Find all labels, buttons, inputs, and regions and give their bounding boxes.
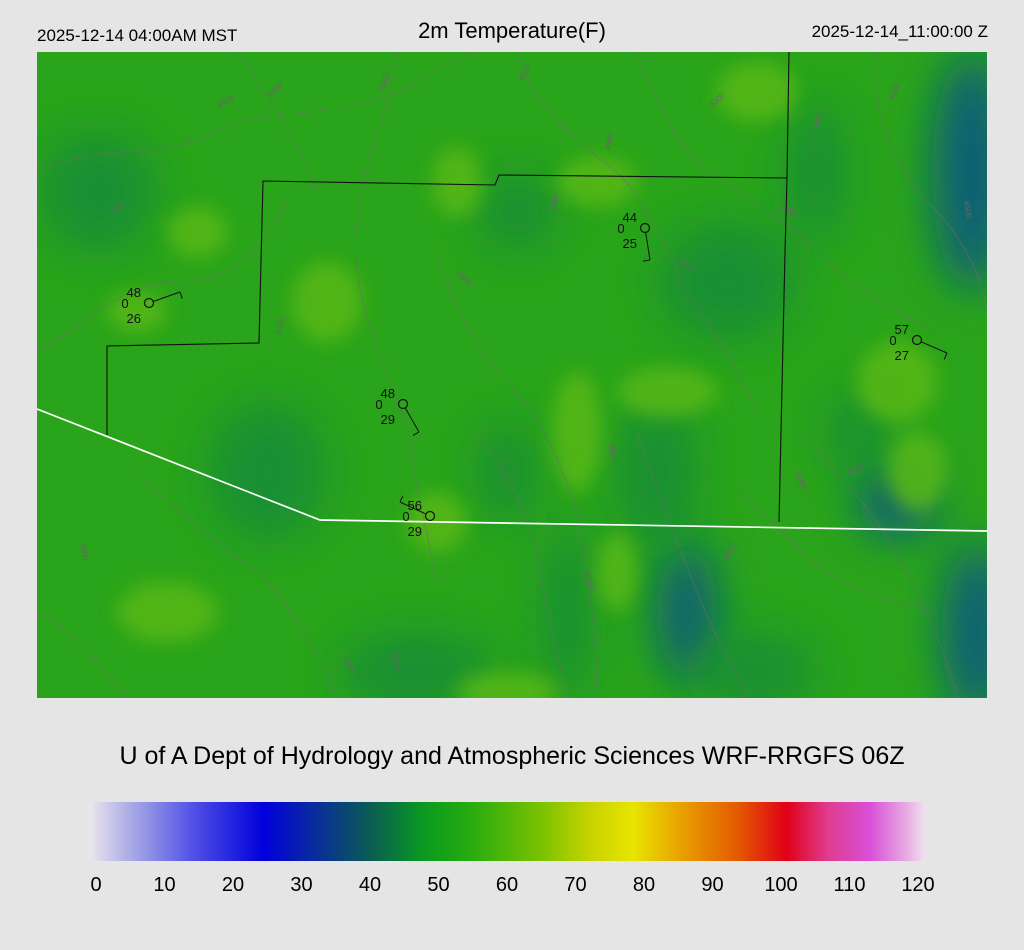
contour-label: 4000 — [78, 542, 90, 562]
wind-barb-flag — [412, 431, 420, 436]
valid-time-utc: 2025-12-14_11:00:00 Z — [811, 22, 988, 41]
colorbar-tick-label: 30 — [290, 874, 313, 896]
station-dewpoint: 26 — [127, 311, 141, 326]
warm-areas — [107, 62, 947, 698]
station-code: 0 — [889, 333, 896, 348]
colorbar-tick-label: 0 — [90, 874, 102, 896]
colorbar-tick-label: 70 — [564, 874, 587, 896]
colorbar-tick-label: 100 — [764, 874, 798, 896]
colorbar-tick-label: 80 — [632, 874, 656, 896]
valid-time-local: 2025-12-14 04:00AM MST — [37, 26, 238, 45]
county-boundaries — [106, 52, 790, 523]
wind-barb-flag — [399, 495, 404, 503]
station-temperature: 44 — [623, 210, 637, 225]
station-code: 0 — [375, 397, 382, 412]
wind-barb — [920, 341, 948, 354]
station-circle — [639, 222, 651, 234]
colorbar-tick-label: 60 — [495, 874, 519, 896]
station-code: 0 — [121, 296, 128, 311]
station-dewpoint: 29 — [381, 412, 395, 427]
station-temperature: 48 — [381, 386, 395, 401]
colorbar-tick-label: 90 — [701, 874, 724, 896]
station-circle — [424, 510, 436, 522]
colorbar-tick-label: 110 — [833, 874, 866, 896]
elevation-contours — [37, 52, 987, 698]
wind-barb — [399, 501, 427, 515]
station-circle — [143, 297, 155, 309]
wind-barb — [404, 407, 420, 433]
wind-barb-flag — [179, 291, 183, 299]
station-dewpoint: 25 — [623, 236, 637, 251]
wind-barb-flag — [943, 352, 948, 360]
colorbar-tick-label: 20 — [221, 874, 245, 896]
station-circle — [911, 334, 923, 346]
state-boundary — [37, 408, 987, 532]
station-dewpoint: 27 — [895, 348, 909, 363]
station-temperature: 48 — [127, 285, 141, 300]
wind-barb — [153, 291, 181, 302]
contour-label: 4500 — [961, 200, 973, 220]
station-temperature: 57 — [895, 322, 909, 337]
wind-barb — [645, 232, 651, 261]
colorbar-tick-label: 50 — [427, 874, 450, 896]
contour-label: 4500 — [604, 131, 616, 151]
colorbar-tick-label: 120 — [901, 874, 935, 896]
station-circle — [397, 398, 409, 410]
colorbar-tick-label: 40 — [358, 874, 382, 896]
contour-label: 4000 — [549, 191, 561, 211]
contour-label: 4500 — [607, 443, 618, 462]
credit-line: U of A Dept of Hydrology and Atmospheric… — [119, 742, 905, 770]
station-dewpoint: 29 — [408, 524, 422, 539]
colorbar-tick-label: 10 — [153, 874, 176, 896]
map-title: 2m Temperature(F) — [418, 18, 606, 43]
station-code: 0 — [617, 221, 624, 236]
station-code: 0 — [402, 509, 409, 524]
station-temperature: 56 — [408, 498, 422, 513]
colorbar-tick-labels: 0 10 20 30 40 50 60 70 80 90 100 110 120 — [0, 874, 1024, 904]
wind-barb-flag — [643, 259, 651, 262]
temperature-colorbar — [89, 802, 926, 861]
